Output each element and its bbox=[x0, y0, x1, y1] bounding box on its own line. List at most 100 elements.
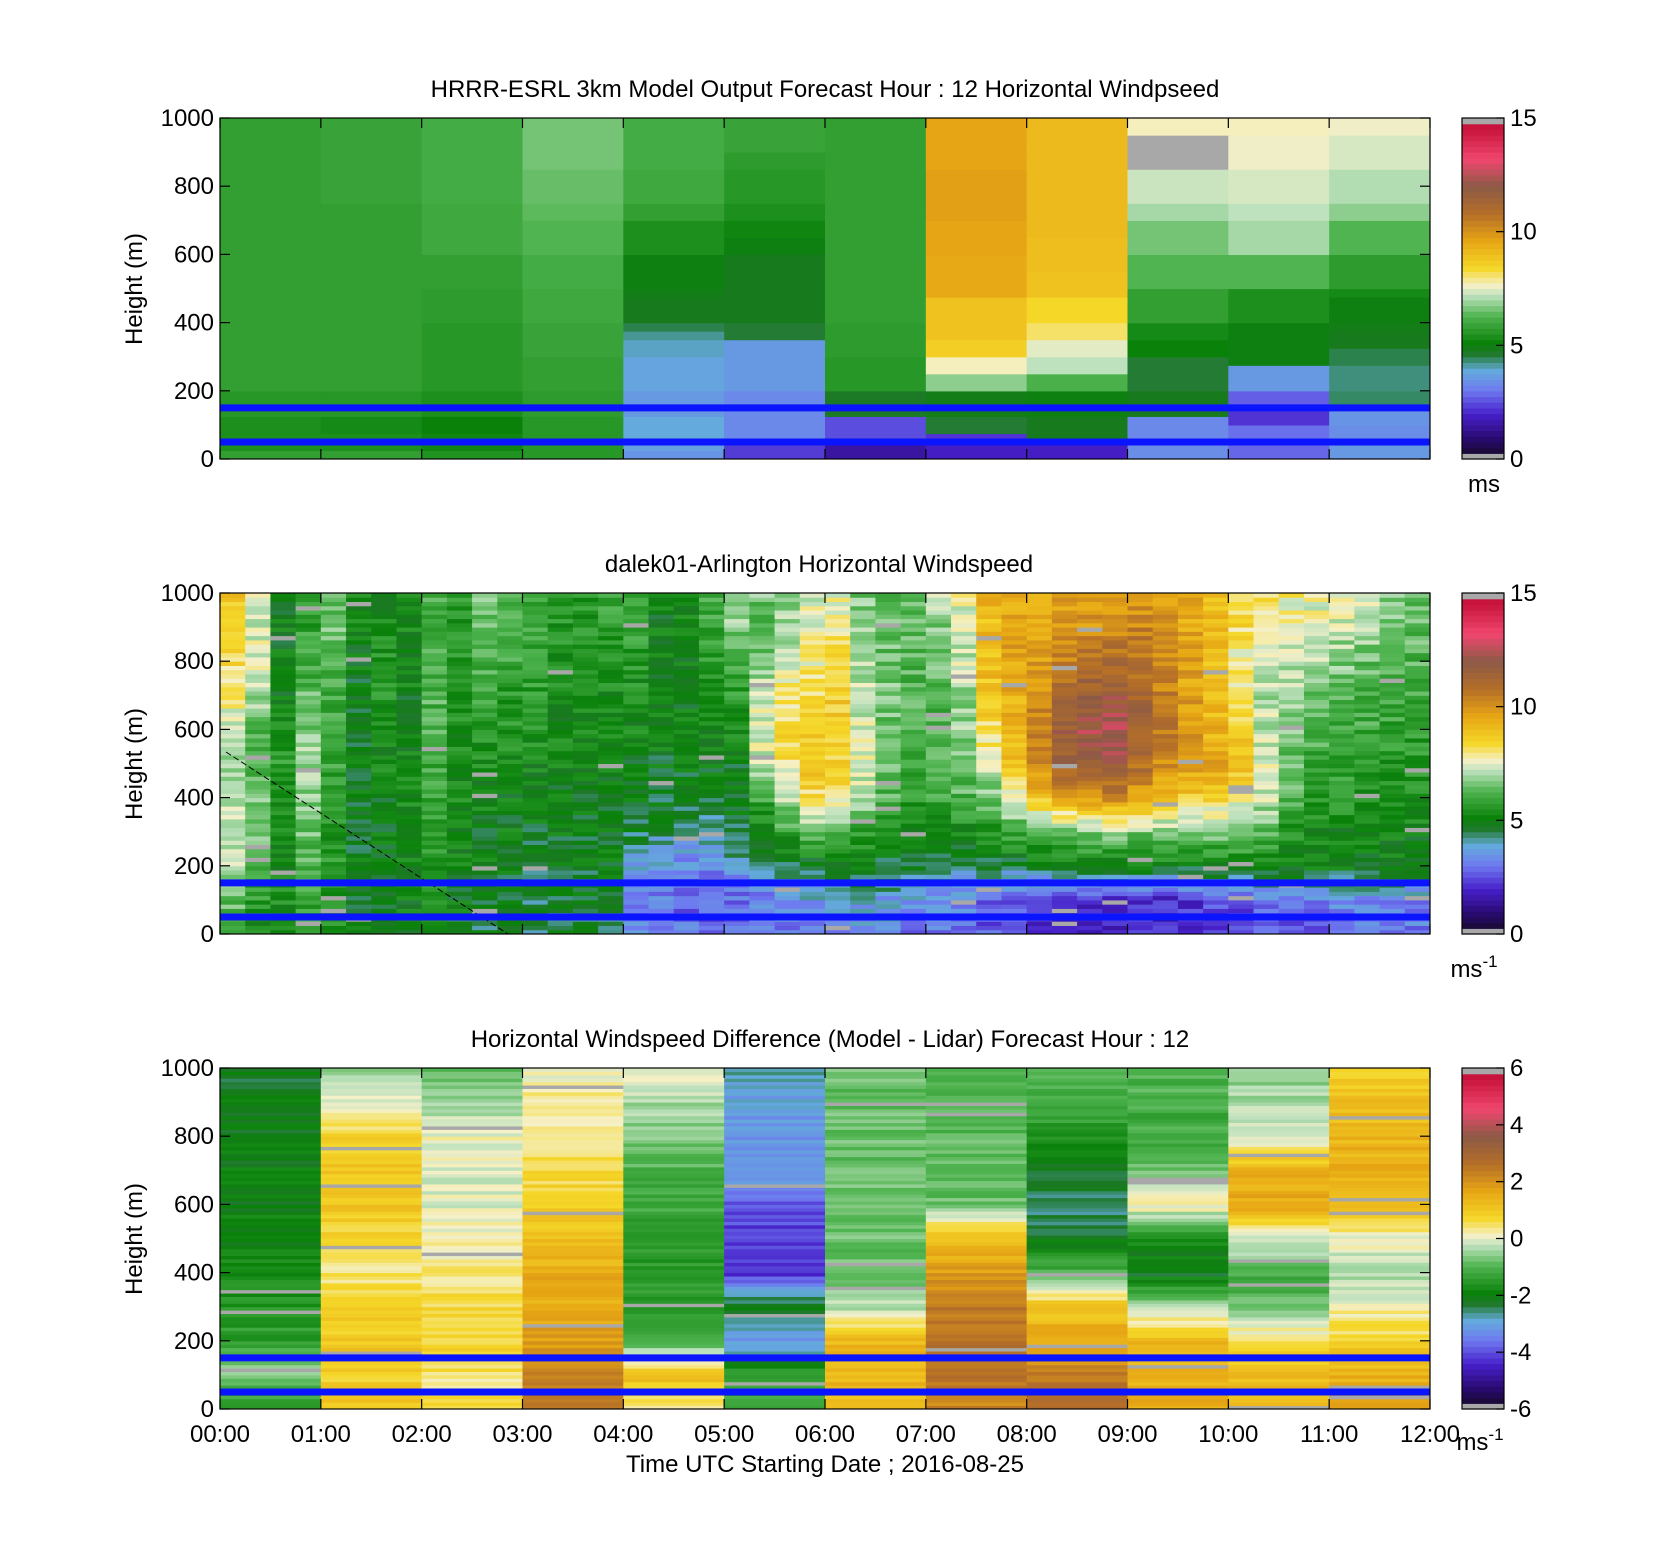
heatmap-cell bbox=[799, 801, 826, 807]
heatmap-cell bbox=[295, 639, 322, 645]
heatmap-cell bbox=[421, 1337, 523, 1342]
heatmap-cell bbox=[320, 1190, 423, 1195]
heatmap-cell bbox=[925, 895, 952, 901]
heatmap-cell bbox=[346, 618, 372, 624]
heatmap-cell bbox=[825, 610, 851, 615]
heatmap-cell bbox=[295, 648, 322, 654]
heatmap-cell bbox=[799, 887, 826, 892]
colorbar-segment bbox=[1462, 621, 1504, 628]
colorbar-segment bbox=[1462, 769, 1504, 776]
heatmap-cell bbox=[1303, 712, 1330, 718]
heatmap-cell bbox=[1203, 605, 1229, 611]
heatmap-cell bbox=[648, 874, 675, 880]
heatmap-cell bbox=[623, 631, 650, 637]
heatmap-cell bbox=[522, 1122, 624, 1127]
heatmap-cell bbox=[396, 661, 423, 666]
heatmap-cell bbox=[446, 887, 473, 892]
heatmap-cell bbox=[1177, 857, 1204, 863]
heatmap-cell bbox=[673, 648, 700, 654]
heatmap-cell bbox=[320, 262, 423, 273]
heatmap-cell bbox=[1379, 644, 1406, 649]
heatmap-cell bbox=[522, 742, 549, 747]
heatmap-cell bbox=[875, 703, 902, 709]
heatmap-cell bbox=[825, 763, 851, 769]
heatmap-cell bbox=[1329, 891, 1355, 897]
heatmap-cell bbox=[572, 593, 599, 598]
colorbar-tick-label: 15 bbox=[1510, 105, 1537, 132]
heatmap-cell bbox=[1303, 737, 1330, 743]
heatmap-cell bbox=[1228, 887, 1255, 892]
heatmap-cell bbox=[1077, 853, 1103, 858]
heatmap-cell bbox=[1379, 669, 1406, 675]
heatmap-cell bbox=[951, 797, 977, 803]
heatmap-cell bbox=[1127, 627, 1154, 632]
heatmap-cell bbox=[220, 1238, 322, 1243]
heatmap-cell bbox=[1152, 682, 1179, 688]
heatmap-cell bbox=[220, 1405, 322, 1409]
heatmap-cell bbox=[673, 861, 700, 867]
heatmap-cell bbox=[1404, 827, 1430, 833]
heatmap-cell bbox=[698, 656, 725, 662]
heatmap-cell bbox=[976, 844, 1002, 850]
heatmap-cell bbox=[774, 797, 801, 803]
colorbar-segment bbox=[1462, 254, 1504, 261]
heatmap-cell bbox=[900, 652, 927, 658]
heatmap-cell bbox=[1177, 823, 1204, 828]
heatmap-cell bbox=[976, 810, 1002, 816]
heatmap-cell bbox=[1026, 759, 1053, 764]
heatmap-cell bbox=[825, 695, 851, 701]
heatmap-cell bbox=[220, 1235, 322, 1239]
heatmap-cell bbox=[1253, 891, 1280, 897]
heatmap-cell bbox=[572, 921, 599, 926]
heatmap-cell bbox=[1379, 614, 1406, 620]
heatmap-cell bbox=[446, 789, 473, 794]
heatmap-cell bbox=[976, 840, 1002, 845]
heatmap-cell bbox=[1127, 733, 1154, 739]
heatmap-cell bbox=[1051, 759, 1078, 764]
heatmap-cell bbox=[522, 1282, 624, 1287]
heatmap-cell bbox=[1001, 925, 1028, 931]
heatmap-cell bbox=[1051, 733, 1078, 739]
heatmap-cell bbox=[1127, 416, 1229, 426]
heatmap-cell bbox=[220, 1398, 322, 1403]
heatmap-cell bbox=[1354, 840, 1381, 845]
heatmap-cell bbox=[1404, 601, 1430, 607]
heatmap-cell bbox=[1253, 810, 1280, 816]
heatmap-cell bbox=[220, 271, 322, 281]
heatmap-cell bbox=[1102, 895, 1128, 901]
heatmap-cell bbox=[1228, 801, 1255, 807]
heatmap-cell bbox=[472, 729, 498, 735]
heatmap-cell bbox=[346, 904, 372, 909]
heatmap-cell bbox=[1051, 699, 1078, 705]
heatmap-cell bbox=[799, 614, 826, 620]
heatmap-cell bbox=[1102, 648, 1128, 654]
heatmap-cell bbox=[925, 288, 1028, 298]
heatmap-cell bbox=[1001, 699, 1028, 705]
heatmap-cell bbox=[774, 712, 801, 718]
colorbar-segment bbox=[1462, 644, 1504, 651]
heatmap-cell bbox=[976, 925, 1002, 931]
heatmap-cell bbox=[1253, 870, 1280, 875]
heatmap-cell bbox=[245, 742, 271, 747]
heatmap-cell bbox=[875, 682, 902, 688]
heatmap-cell bbox=[724, 865, 750, 871]
heatmap-cell bbox=[1026, 673, 1053, 679]
heatmap-cell bbox=[1127, 390, 1229, 400]
heatmap-cell bbox=[220, 331, 322, 341]
heatmap-cell bbox=[976, 814, 1002, 820]
heatmap-cell bbox=[1278, 673, 1305, 679]
heatmap-cell bbox=[623, 874, 650, 880]
heatmap-cell bbox=[1278, 733, 1305, 739]
heatmap-cell bbox=[346, 729, 372, 735]
heatmap-cell bbox=[774, 810, 801, 816]
heatmap-cell bbox=[1177, 631, 1204, 637]
heatmap-cell bbox=[547, 656, 574, 662]
heatmap-cell bbox=[1228, 780, 1255, 786]
heatmap-cell bbox=[598, 797, 624, 803]
heatmap-cell bbox=[522, 848, 549, 854]
heatmap-cell bbox=[673, 784, 700, 790]
heatmap-cell bbox=[547, 652, 574, 658]
heatmap-cell bbox=[396, 631, 423, 637]
heatmap-cell bbox=[925, 433, 1028, 443]
heatmap-cell bbox=[825, 750, 851, 756]
